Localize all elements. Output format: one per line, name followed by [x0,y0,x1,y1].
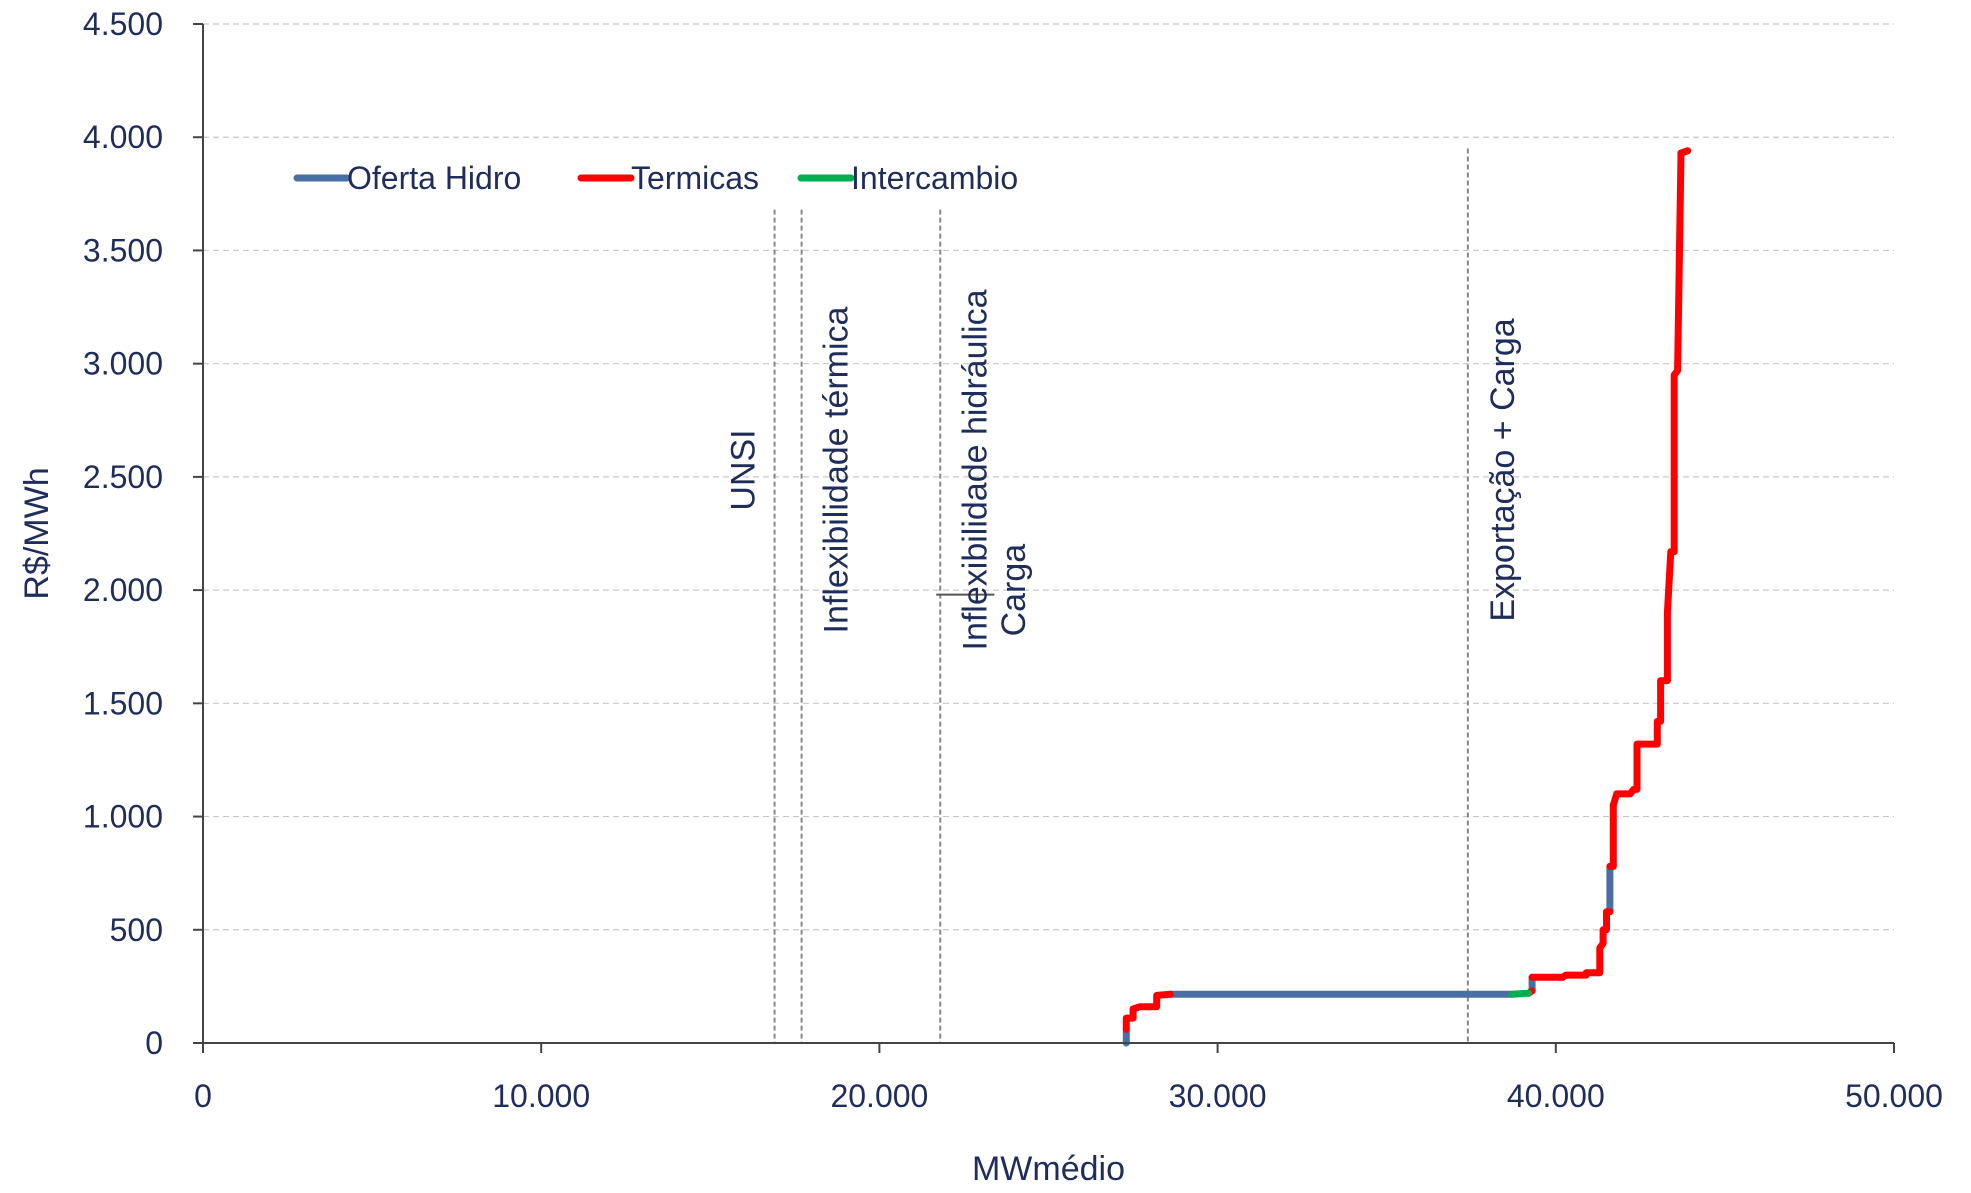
y-tick-label: 4.500 [83,6,163,42]
y-tick-label: 1.500 [83,685,163,721]
y-tick-label: 2.500 [83,459,163,495]
y-tick-label: 3.000 [83,346,163,382]
x-tick-label: 50.000 [1845,1078,1943,1114]
axes [193,23,1895,1053]
x-axis-title: MWmédio [972,1150,1125,1188]
y-tick-label: 3.500 [83,232,163,268]
legend-label: Oferta Hidro [347,160,521,196]
reference-line-label: Inflexibilidade térmica [818,306,856,633]
y-tick-label: 0 [145,1025,163,1061]
x-tick-label: 40.000 [1507,1078,1605,1114]
x-tick-label: 30.000 [1169,1078,1267,1114]
legend-label: Termicas [631,160,759,196]
x-tick-label: 0 [194,1078,212,1114]
legend: Oferta Hidro Termicas Intercambio [293,160,1018,196]
gridlines [203,23,1894,931]
y-tick-label: 1.000 [83,799,163,835]
reference-line-label: Exportação + Carga [1484,318,1522,621]
y-tick-label: 4.000 [83,119,163,155]
series-line-termicas [1528,908,1614,981]
series-layer [1122,147,1692,1047]
reference-line-label: UNSI [725,429,763,510]
labels: 0 500 1.000 1.500 2.000 2.500 3.000 3.500 4.000 4… [83,6,1943,1114]
reference-lines [773,148,1469,1043]
y-tick-label: 500 [110,912,163,948]
y-tick-label: 2.000 [83,572,163,608]
x-tick-label: 10.000 [492,1078,590,1114]
x-tick-label: 20.000 [830,1078,928,1114]
series-line-termicas [1122,990,1174,1033]
legend-label: Intercambio [851,160,1018,196]
series-line-intercambio [1508,989,1533,998]
carga-label: Carga [995,544,1033,637]
reference-line-label: Inflexibilidade hidráulica [956,289,994,650]
y-axis-title: R$/MWh [18,467,56,599]
series-line-termicas [1606,147,1692,870]
